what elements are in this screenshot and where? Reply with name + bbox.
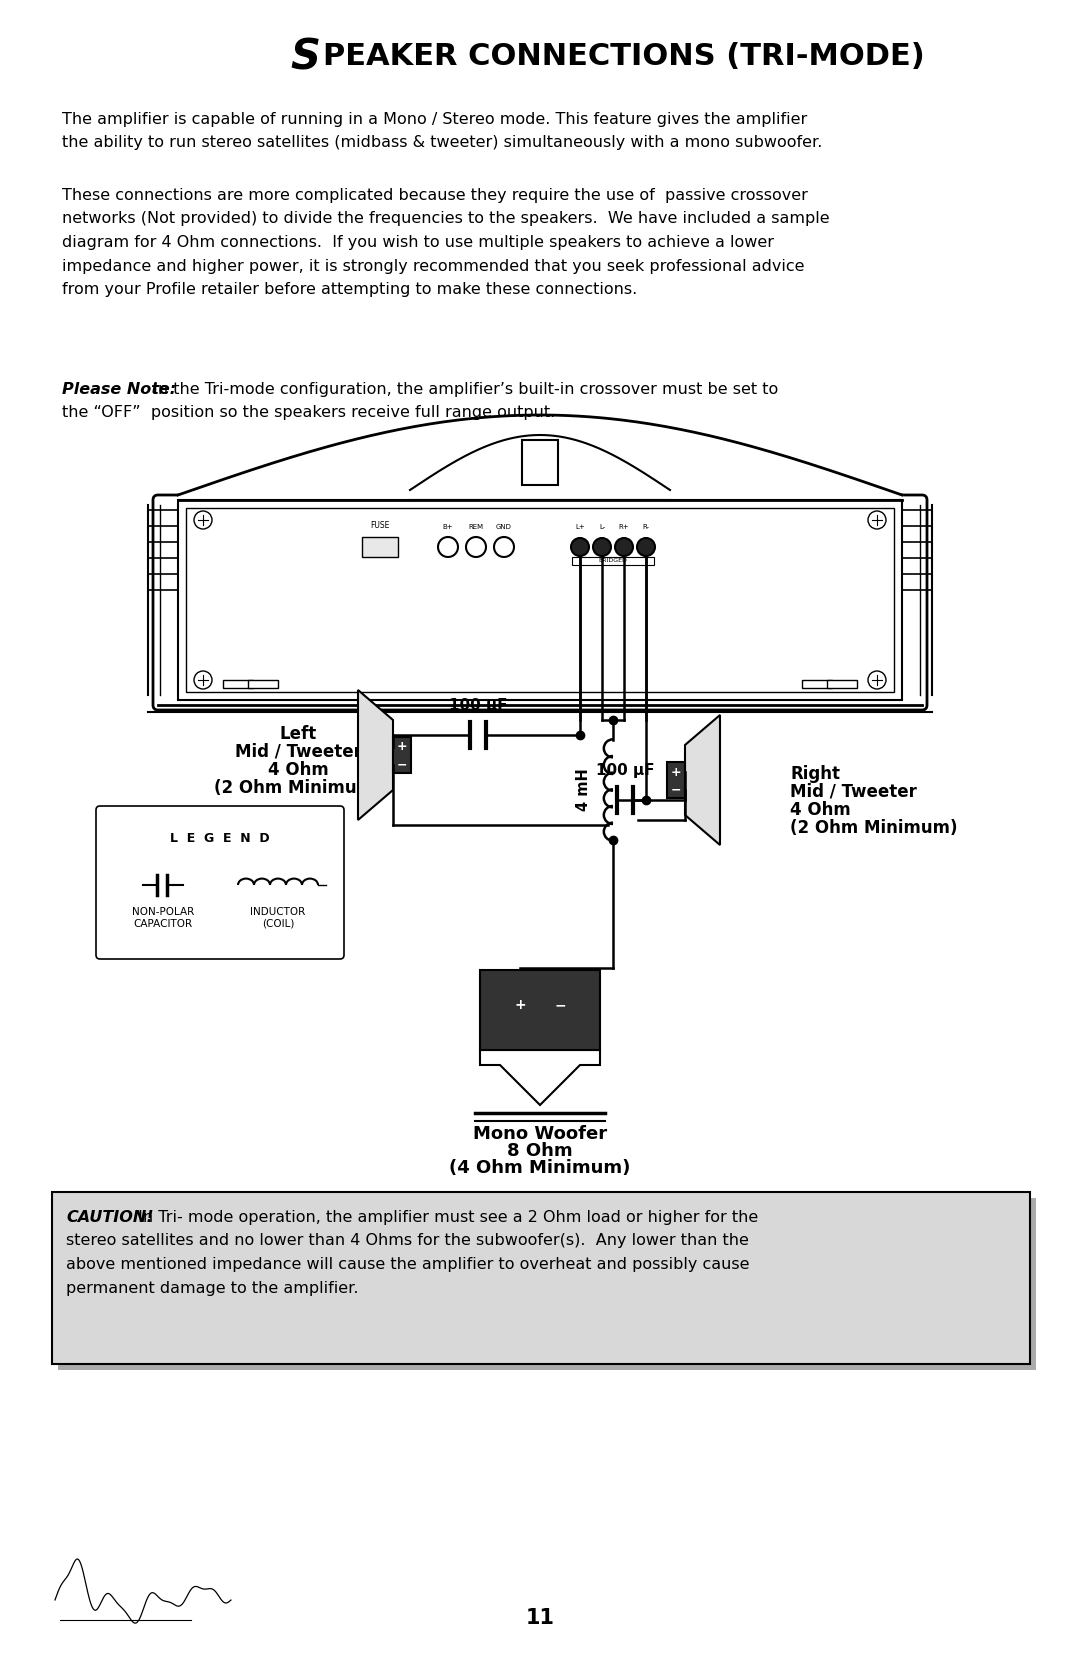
Circle shape (868, 671, 886, 689)
Text: These connections are more complicated because they require the use of  passive : These connections are more complicated b… (62, 189, 808, 204)
Polygon shape (685, 714, 720, 845)
Polygon shape (480, 1050, 600, 1105)
Circle shape (194, 671, 212, 689)
Text: stereo satellites and no lower than 4 Ohms for the subwoofer(s).  Any lower than: stereo satellites and no lower than 4 Oh… (66, 1233, 748, 1248)
Text: BRIDGED: BRIDGED (598, 557, 627, 562)
Text: permanent damage to the amplifier.: permanent damage to the amplifier. (66, 1280, 359, 1295)
Text: (2 Ohm Minimum): (2 Ohm Minimum) (789, 819, 958, 836)
Bar (480, 970, 600, 1050)
Text: the ability to run stereo satellites (midbass & tweeter) simultaneously with a m: the ability to run stereo satellites (mi… (62, 135, 822, 150)
Bar (393, 738, 411, 773)
Bar (802, 679, 832, 688)
Text: FUSE: FUSE (370, 521, 390, 531)
Bar (572, 557, 654, 566)
Text: +: + (671, 766, 681, 778)
Text: Mono Woofer: Mono Woofer (473, 1125, 607, 1143)
Text: diagram for 4 Ohm connections.  If you wish to use multiple speakers to achieve : diagram for 4 Ohm connections. If you wi… (62, 235, 774, 250)
Text: Left: Left (280, 724, 316, 743)
Text: Please Note:: Please Note: (62, 382, 176, 397)
Bar (178, 501, 902, 699)
Text: networks (Not provided) to divide the frequencies to the speakers.  We have incl: networks (Not provided) to divide the fr… (62, 212, 829, 227)
Circle shape (494, 537, 514, 557)
Text: L-: L- (599, 524, 605, 531)
Text: +: + (396, 741, 407, 753)
Text: −: − (671, 783, 681, 796)
Bar (522, 441, 558, 486)
Bar (186, 507, 894, 693)
Text: PEAKER CONNECTIONS (TRI-MODE): PEAKER CONNECTIONS (TRI-MODE) (323, 42, 924, 72)
Circle shape (637, 537, 654, 556)
Text: L  E  G  E  N  D: L E G E N D (171, 833, 270, 845)
Text: (4 Ohm Minimum): (4 Ohm Minimum) (449, 1158, 631, 1177)
FancyBboxPatch shape (153, 496, 927, 709)
Text: R-: R- (643, 524, 649, 531)
Circle shape (438, 537, 458, 557)
Bar (222, 679, 253, 688)
FancyBboxPatch shape (96, 806, 345, 960)
Text: 4 mH: 4 mH (576, 769, 591, 811)
Text: GND: GND (496, 524, 512, 531)
Text: from your Profile retailer before attempting to make these connections.: from your Profile retailer before attemp… (62, 282, 637, 297)
Text: The amplifier is capable of running in a Mono / Stereo mode. This feature gives : The amplifier is capable of running in a… (62, 112, 807, 127)
Text: 4 Ohm: 4 Ohm (789, 801, 851, 819)
Text: Mid / Tweeter: Mid / Tweeter (234, 743, 362, 761)
Text: In Tri- mode operation, the amplifier must see a 2 Ohm load or higher for the: In Tri- mode operation, the amplifier mu… (133, 1210, 758, 1225)
Text: 4 Ohm: 4 Ohm (268, 761, 328, 779)
Bar (667, 763, 685, 798)
Text: CAUTION!: CAUTION! (66, 1210, 153, 1225)
Bar (58, 1198, 1036, 1370)
Text: 100 μF: 100 μF (596, 763, 654, 778)
Text: INDUCTOR
(COIL): INDUCTOR (COIL) (251, 906, 306, 928)
Text: −: − (396, 758, 407, 771)
Text: above mentioned impedance will cause the amplifier to overheat and possibly caus: above mentioned impedance will cause the… (66, 1257, 750, 1272)
Polygon shape (357, 689, 393, 819)
Text: +: + (514, 998, 526, 1011)
Text: impedance and higher power, it is strongly recommended that you seek professiona: impedance and higher power, it is strong… (62, 259, 805, 274)
Circle shape (194, 511, 212, 529)
Text: In the Tri-mode configuration, the amplifier’s built-in crossover must be set to: In the Tri-mode configuration, the ampli… (148, 382, 779, 397)
Text: L+: L+ (576, 524, 585, 531)
Circle shape (593, 537, 611, 556)
Text: 100 μF: 100 μF (449, 698, 508, 713)
Text: 11: 11 (526, 1607, 554, 1627)
Text: Right: Right (789, 764, 840, 783)
Bar (248, 679, 278, 688)
Text: 8 Ohm: 8 Ohm (508, 1142, 572, 1160)
Text: −: − (554, 998, 566, 1011)
Text: the “OFF”  position so the speakers receive full range output.: the “OFF” position so the speakers recei… (62, 406, 555, 421)
Bar (827, 679, 858, 688)
Bar (52, 1192, 1030, 1364)
Text: (2 Ohm Minimum): (2 Ohm Minimum) (214, 779, 381, 798)
Text: R+: R+ (619, 524, 630, 531)
Text: B+: B+ (443, 524, 454, 531)
Text: S: S (291, 37, 320, 78)
Circle shape (615, 537, 633, 556)
Text: NON-POLAR
CAPACITOR: NON-POLAR CAPACITOR (132, 906, 194, 928)
Text: REM: REM (469, 524, 484, 531)
Circle shape (571, 537, 589, 556)
Text: Mid / Tweeter: Mid / Tweeter (789, 783, 917, 801)
Bar (362, 537, 399, 557)
Circle shape (868, 511, 886, 529)
Circle shape (465, 537, 486, 557)
